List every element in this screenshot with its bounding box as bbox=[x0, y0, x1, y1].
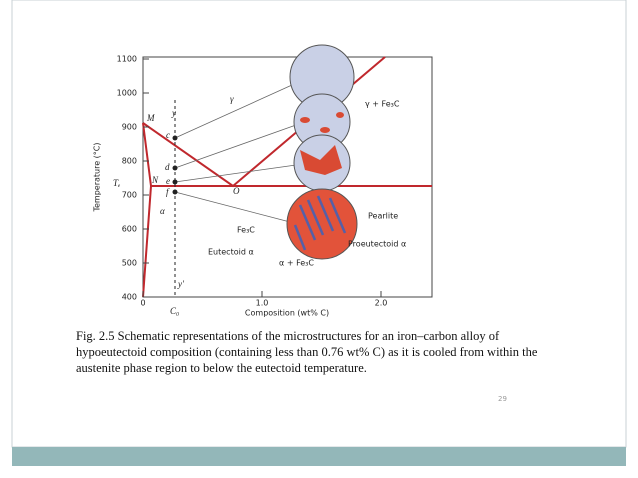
x-tick-label: 1.0 bbox=[256, 299, 269, 308]
label: Eutectoid α bbox=[208, 248, 254, 257]
label: Tₑ bbox=[113, 178, 121, 188]
point bbox=[172, 135, 178, 141]
y-tick-label: 800 bbox=[122, 157, 137, 166]
label: y′ bbox=[177, 279, 185, 289]
lamella bbox=[298, 204, 317, 241]
label: α bbox=[160, 206, 165, 216]
label: α + Fe₃C bbox=[279, 259, 314, 268]
caption-line: hypoeutectoid composition (containing le… bbox=[76, 345, 538, 359]
point bbox=[172, 165, 178, 171]
x-ticks: 0 1.0 2.0 bbox=[140, 291, 387, 308]
page-number: 29 bbox=[498, 395, 507, 403]
lamella bbox=[293, 224, 307, 251]
label: γ + Fe₃C bbox=[365, 100, 400, 109]
x-axis-label: Composition (wt% C) bbox=[245, 309, 329, 318]
label: Proeutectoid α bbox=[348, 240, 406, 249]
lamella bbox=[328, 197, 347, 234]
alpha-solvus bbox=[142, 122, 153, 298]
path-points bbox=[172, 135, 178, 195]
microstructures bbox=[286, 44, 358, 260]
label: e bbox=[166, 176, 170, 186]
label: Pearlite bbox=[368, 212, 398, 221]
label: d bbox=[165, 162, 170, 172]
plot-frame bbox=[142, 56, 433, 298]
label: c bbox=[166, 130, 170, 140]
micro-pearlite bbox=[286, 188, 358, 260]
leader bbox=[174, 164, 297, 183]
label: γ bbox=[230, 94, 234, 104]
y-tick-label: 400 bbox=[122, 293, 137, 302]
y-tick-label: 500 bbox=[122, 259, 137, 268]
leader bbox=[174, 124, 297, 169]
alpha-grains bbox=[300, 112, 344, 175]
y-tick-label: 1000 bbox=[117, 89, 137, 98]
x-tick-label: 0 bbox=[140, 299, 145, 308]
label: y bbox=[171, 108, 176, 118]
point bbox=[172, 189, 178, 195]
grain bbox=[320, 127, 330, 133]
y-axis-label: Temperature (°C) bbox=[93, 142, 102, 212]
lamellae bbox=[293, 195, 347, 251]
label: C₀ bbox=[170, 306, 179, 316]
leader-lines bbox=[174, 84, 297, 223]
grain bbox=[300, 145, 342, 175]
grain bbox=[300, 117, 310, 123]
y-tick-label: 1100 bbox=[117, 55, 137, 64]
leader bbox=[174, 84, 293, 139]
y-ticks: 1100 1000 900 800 700 600 500 400 bbox=[117, 55, 149, 302]
caption-line: austenite phase region to below the eute… bbox=[76, 361, 367, 375]
label: Fe₃C bbox=[237, 226, 255, 235]
caption-line: Fig. 2.5 Schematic representations of th… bbox=[76, 329, 500, 343]
footer-band bbox=[12, 447, 626, 466]
lamella bbox=[316, 195, 335, 232]
label: f bbox=[166, 187, 170, 197]
label: O bbox=[233, 186, 240, 196]
x-tick-label: 2.0 bbox=[375, 299, 388, 308]
grain bbox=[336, 112, 344, 118]
lamella bbox=[306, 199, 325, 236]
point bbox=[172, 179, 178, 185]
label: M bbox=[146, 113, 155, 123]
leader bbox=[174, 191, 291, 223]
y-tick-label: 700 bbox=[122, 191, 137, 200]
label: N bbox=[151, 175, 159, 185]
y-tick-label: 900 bbox=[122, 123, 137, 132]
y-tick-label: 600 bbox=[122, 225, 137, 234]
